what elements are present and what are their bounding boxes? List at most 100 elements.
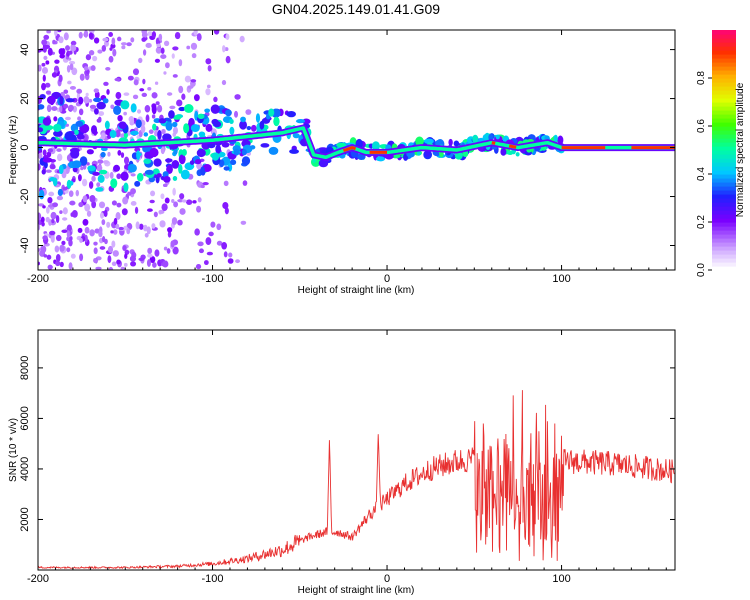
spectrogram-noise-blob bbox=[140, 125, 146, 134]
spectrogram-noise-blob bbox=[181, 93, 186, 101]
spectrogram-noise-blob bbox=[38, 152, 43, 160]
spectrogram-noise-blob bbox=[63, 103, 69, 109]
spectrogram-noise-blob bbox=[161, 203, 168, 211]
spectrogram-y-tick-label: -20 bbox=[19, 189, 31, 205]
colorbar-segment bbox=[712, 226, 736, 231]
colorbar-segment bbox=[712, 30, 736, 35]
spectrogram-noise-blob bbox=[45, 90, 52, 95]
colorbar-segment bbox=[712, 158, 736, 163]
spectrogram-noise-blob bbox=[163, 40, 170, 47]
spectrogram-plot-frame bbox=[37, 29, 676, 271]
spectrogram-blob bbox=[162, 171, 169, 178]
spectrogram-noise-blob bbox=[38, 49, 42, 53]
spectrogram-noise-blob bbox=[139, 88, 145, 92]
spectrogram-noise-blob bbox=[129, 255, 137, 262]
spectrogram-y-tick-label: 20 bbox=[19, 92, 31, 104]
colorbar-segment bbox=[712, 122, 736, 127]
spectrogram-noise-blob bbox=[160, 54, 167, 59]
spectrogram-noise-blob bbox=[97, 49, 103, 54]
spectrogram-blob bbox=[149, 147, 159, 158]
spectrogram-noise-blob bbox=[98, 230, 103, 238]
spectrogram-noise-blob bbox=[91, 175, 96, 182]
colorbar-segment bbox=[712, 198, 736, 203]
colorbar-segment bbox=[712, 70, 736, 75]
colorbar-segment bbox=[712, 210, 736, 215]
spectrogram-blob bbox=[213, 121, 222, 128]
spectrogram-blob bbox=[240, 116, 246, 123]
spectrogram-noise-blob bbox=[116, 259, 121, 265]
spectrogram-blob bbox=[79, 156, 88, 166]
spectrogram-noise-blob bbox=[130, 119, 135, 124]
snr-x-tick-label: 100 bbox=[552, 573, 570, 585]
spectrogram-noise-blob bbox=[111, 240, 116, 248]
spectrogram-noise-blob bbox=[48, 191, 55, 197]
spectrogram-noise-blob bbox=[62, 186, 68, 191]
spectrogram-noise-blob bbox=[111, 200, 117, 206]
spectrogram-noise-blob bbox=[80, 166, 84, 171]
spectrogram-noise-blob bbox=[185, 199, 193, 205]
spectrogram-noise-blob bbox=[51, 106, 58, 112]
spectrogram-noise-blob bbox=[222, 45, 226, 53]
colorbar-segment bbox=[712, 34, 736, 39]
spectrogram-blob bbox=[250, 145, 256, 150]
spectrogram-y-tick-label: 40 bbox=[19, 43, 31, 55]
spectrogram-noise-blob bbox=[208, 231, 214, 237]
colorbar-segment bbox=[712, 94, 736, 99]
spectrogram-noise-blob bbox=[179, 193, 185, 200]
spectrogram-blob bbox=[158, 118, 167, 124]
spectrogram-noise-blob bbox=[38, 261, 41, 266]
spectrogram-noise-blob bbox=[197, 241, 204, 247]
spectrogram-noise-blob bbox=[93, 88, 99, 93]
spectrogram-blob bbox=[424, 138, 434, 144]
spectrogram-blob bbox=[130, 130, 139, 136]
colorbar-segment bbox=[712, 170, 736, 175]
spectrogram-hot-segment bbox=[342, 146, 357, 153]
spectrogram-blob bbox=[295, 118, 305, 124]
spectrogram-noise-blob bbox=[162, 183, 168, 188]
spectrogram-noise-blob bbox=[41, 82, 47, 91]
snr-x-tick-label: -100 bbox=[202, 573, 224, 585]
spectrogram-noise-blob bbox=[194, 228, 200, 236]
spectrogram-noise-blob bbox=[202, 181, 209, 186]
spectrogram-noise-blob bbox=[195, 264, 202, 270]
spectrogram-noise-blob bbox=[147, 208, 153, 212]
spectrogram-noise-blob bbox=[242, 180, 248, 186]
spectrogram-blob bbox=[211, 152, 220, 161]
spectrogram-noise-blob bbox=[165, 62, 170, 69]
spectrogram-noise-blob bbox=[151, 92, 158, 99]
snr-y-tick-label: 4000 bbox=[19, 457, 31, 481]
spectrogram-noise-blob bbox=[239, 35, 245, 43]
spectrogram-noise-blob bbox=[154, 81, 159, 85]
spectrogram-blob bbox=[135, 119, 142, 129]
spectrogram-noise-blob bbox=[123, 156, 130, 165]
spectrogram-noise-blob bbox=[147, 247, 153, 255]
spectrogram-noise-blob bbox=[99, 212, 105, 219]
spectrogram-noise-blob bbox=[46, 254, 52, 260]
spectrogram-noise-blob bbox=[47, 264, 53, 270]
spectrogram-noise-blob bbox=[79, 73, 85, 81]
spectrogram-noise-blob bbox=[206, 251, 213, 256]
colorbar-segment bbox=[712, 86, 736, 91]
spectrogram-blob bbox=[72, 160, 82, 169]
spectrogram-noise-blob bbox=[84, 234, 88, 243]
spectrogram-blob bbox=[95, 187, 104, 192]
spectrogram-noise-blob bbox=[66, 230, 71, 238]
spectrogram-noise-blob bbox=[75, 189, 80, 197]
figure-title: GN04.2025.149.01.41.G09 bbox=[272, 1, 440, 17]
spectrogram-blob bbox=[172, 176, 178, 181]
spectrogram-blob bbox=[74, 129, 79, 135]
spectrogram-noise-blob bbox=[115, 129, 121, 138]
snr-x-tick-label: -200 bbox=[27, 573, 49, 585]
spectrogram-noise-blob bbox=[41, 39, 48, 46]
spectrogram-noise-blob bbox=[88, 50, 95, 56]
spectrogram-noise-blob bbox=[151, 31, 157, 39]
spectrogram-noise-blob bbox=[68, 190, 74, 197]
spectrogram-noise-blob bbox=[50, 211, 57, 220]
spectrogram-noise-blob bbox=[169, 105, 176, 110]
spectrogram-blob bbox=[110, 178, 118, 189]
spectrogram-noise-blob bbox=[223, 251, 228, 258]
spectrogram-noise-blob bbox=[167, 231, 172, 238]
spectrogram-blob bbox=[239, 120, 248, 130]
spectrogram-blob bbox=[109, 130, 117, 138]
